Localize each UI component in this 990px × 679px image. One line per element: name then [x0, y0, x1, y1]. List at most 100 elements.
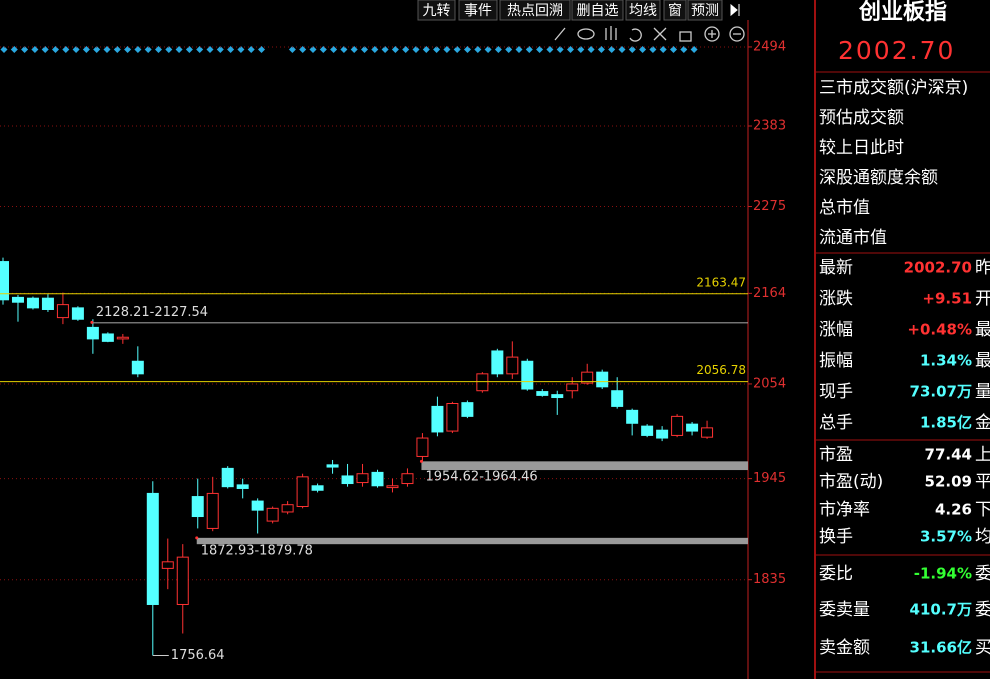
event-marker — [412, 46, 420, 53]
toolbar-label[interactable]: 热点回溯 — [507, 3, 563, 19]
event-marker — [515, 46, 523, 53]
event-marker — [587, 46, 595, 53]
hand-icon[interactable] — [605, 26, 617, 40]
quote-label-2: 金 — [975, 413, 990, 433]
quote-label-2: 下 — [975, 500, 990, 520]
toolbar-label[interactable]: 均线 — [629, 3, 657, 19]
candle-body — [611, 390, 624, 407]
toolbar-button[interactable] — [663, 0, 687, 21]
event-marker — [21, 46, 29, 53]
event-marker — [597, 46, 605, 53]
event-marker — [381, 46, 389, 53]
zoom-out-icon[interactable] — [729, 26, 745, 42]
event-marker — [227, 46, 235, 53]
event-marker — [670, 46, 677, 53]
toolbar-label[interactable]: 九转 — [423, 3, 451, 19]
event-marker — [185, 46, 193, 53]
toolbar-button[interactable] — [458, 0, 498, 21]
cut-icon[interactable] — [653, 27, 667, 41]
toolbar-label[interactable]: 事件 — [464, 3, 492, 19]
range-dot — [90, 320, 94, 324]
toolbar-label[interactable]: 窗 — [668, 2, 682, 19]
quote-label-2: 均 — [975, 527, 990, 547]
event-marker — [62, 46, 70, 53]
toolbar-button[interactable] — [499, 0, 571, 21]
candle-body — [521, 360, 534, 390]
candle-body — [431, 405, 444, 433]
event-marker — [618, 46, 626, 53]
candle-body — [416, 437, 429, 457]
toolbar-label[interactable]: 预测 — [691, 3, 719, 19]
undo-icon[interactable] — [629, 28, 642, 42]
range-label: 2128.21-2127.54 — [96, 305, 208, 320]
toolbar-button[interactable] — [571, 0, 624, 21]
event-marker — [690, 46, 698, 53]
candle-body — [581, 371, 594, 384]
candle-body — [326, 464, 339, 468]
event-marker — [41, 46, 49, 53]
quote-value: 31.66亿 — [910, 639, 972, 657]
quote-label: 市盈 — [819, 445, 853, 465]
event-marker — [567, 46, 574, 53]
toolbar-button[interactable] — [687, 0, 723, 21]
quote-label: 涨幅 — [819, 320, 853, 340]
candle-body — [461, 402, 474, 417]
event-marker — [206, 46, 214, 53]
range-dot — [419, 459, 423, 463]
quote-value: 4.26 — [935, 501, 972, 519]
range-label: 1954.62-1964.46 — [425, 470, 537, 485]
event-marker — [546, 46, 554, 53]
y-tick-label: 1945 — [753, 471, 786, 486]
expand-icon[interactable] — [730, 3, 740, 17]
candle-body — [11, 296, 24, 303]
candle-body — [221, 467, 234, 488]
candle-body — [281, 504, 294, 513]
toolbar-label[interactable]: 删自选 — [577, 3, 619, 19]
candle-body — [641, 425, 654, 436]
toolbar-button[interactable] — [625, 0, 661, 21]
event-marker — [422, 46, 430, 53]
candle-body — [146, 492, 159, 605]
candle-body — [86, 326, 99, 340]
candle-body — [626, 409, 639, 424]
quote-label-2: 委 — [975, 600, 990, 620]
candle-body — [401, 473, 414, 485]
event-marker — [361, 46, 368, 53]
event-marker — [134, 46, 142, 53]
event-marker — [628, 46, 636, 53]
quote-label: 委比 — [819, 564, 853, 584]
event-marker — [103, 46, 111, 53]
quote-value: +0.48% — [907, 321, 972, 339]
event-marker — [247, 46, 255, 53]
price-range — [196, 537, 749, 545]
zoom-in-icon[interactable] — [704, 26, 720, 42]
quote-label: 卖金额 — [819, 638, 870, 658]
y-tick-label: 2275 — [753, 199, 786, 214]
y-tick-label: 2494 — [753, 39, 786, 54]
quote-label-2: 量 — [975, 382, 990, 402]
candle-body — [701, 427, 714, 438]
candle-body — [476, 373, 489, 392]
candle-body — [446, 402, 459, 432]
event-marker — [72, 46, 80, 53]
quote-label: 委卖量 — [819, 600, 870, 620]
candle-body — [251, 500, 264, 511]
info-label: 流通市值 — [819, 228, 887, 248]
quote-value: +9.51 — [922, 290, 972, 308]
eye-icon[interactable] — [577, 28, 595, 40]
pen-icon[interactable] — [554, 27, 566, 41]
candle-body — [386, 485, 399, 489]
lock-icon[interactable] — [679, 31, 692, 42]
event-marker — [484, 46, 492, 53]
index-price: 2002.70 — [838, 36, 955, 65]
quote-value: 2002.70 — [904, 259, 972, 277]
event-marker — [309, 46, 317, 53]
index-title: 创业板指 — [858, 0, 947, 25]
event-marker — [82, 46, 90, 53]
toolbar-button[interactable] — [417, 0, 456, 21]
candle-body — [341, 475, 354, 485]
event-marker — [155, 46, 162, 53]
event-marker — [165, 46, 173, 53]
candle-body — [536, 391, 549, 396]
candle-body — [56, 304, 69, 319]
